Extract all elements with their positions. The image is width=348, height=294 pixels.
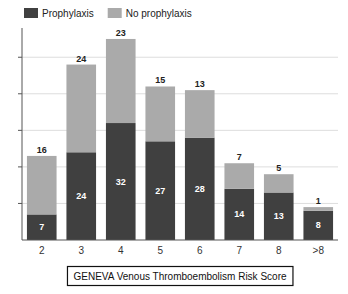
y-tick [18,166,22,167]
bar-segment [303,211,333,240]
chart-container: 7243227281413816242315137512345678>8GENE… [0,0,348,294]
y-tick [18,93,22,94]
data-label: 16 [37,145,47,155]
legend-swatch [108,8,122,18]
legend-label: Prophylaxis [42,8,94,19]
legend-label: No prophylaxis [126,8,192,19]
data-label: 24 [76,54,86,64]
data-label: 7 [39,222,44,232]
bar-segment [185,138,215,240]
x-tick-label: 4 [118,245,124,256]
y-tick [18,130,22,131]
data-label: 13 [274,211,284,221]
bar-segment [66,65,96,153]
data-labels: 7 24 32 27 28 14 13 8 16 24 23 15 13 7 5 1 [37,28,321,232]
bar-segment [106,39,136,123]
bars [27,39,333,240]
x-axis-line [22,240,338,241]
x-label-box [67,267,292,286]
bar-segment [27,156,57,214]
bar-segment [145,141,175,240]
data-label: 8 [316,220,321,230]
bar-segment [106,123,136,240]
grid-line [22,57,338,58]
data-label: 13 [195,79,205,89]
chart: 7243227281413816242315137512345678>8GENE… [0,0,348,294]
bar-segment [224,189,254,240]
x-tick-label: 2 [39,245,45,256]
x-tick-label: 6 [197,245,203,256]
legend: Prophylaxis No prophylaxis [24,8,192,19]
bar-segment [264,174,294,192]
bar-segment [185,90,215,138]
bar-segment [224,163,254,189]
x-tick-label: >8 [313,245,325,256]
data-label: 23 [116,28,126,38]
legend-swatch [24,8,38,18]
data-label: 5 [276,163,281,173]
bar-segment [303,207,333,211]
data-label: 14 [234,209,244,219]
data-label: 27 [155,186,165,196]
bar-segment [145,86,175,141]
y-tick [18,57,22,58]
data-label: 15 [155,75,165,85]
x-tick-label: 8 [276,245,282,256]
bar-segment [27,214,57,240]
x-tick-label: 7 [236,245,242,256]
data-label: 28 [195,184,205,194]
data-label: 1 [316,196,321,206]
bar-segment [66,152,96,240]
y-tick [18,203,22,204]
bar-segment [264,192,294,240]
data-label: 32 [116,177,126,187]
data-label: 7 [237,152,242,162]
x-axis-label: GENEVA Venous Thromboembolism Risk Score [73,271,286,282]
x-tick-label: 5 [157,245,163,256]
x-tick-label: 3 [78,245,84,256]
data-label: 24 [76,191,86,201]
y-axis-line [22,28,23,240]
